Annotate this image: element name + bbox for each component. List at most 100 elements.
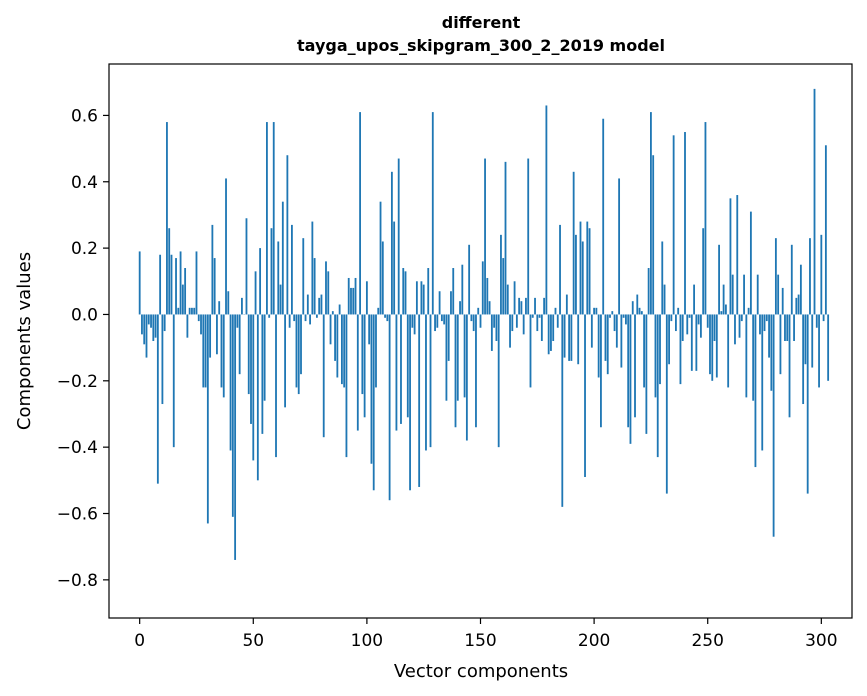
bar-260 bbox=[729, 198, 732, 315]
bar-135 bbox=[445, 314, 448, 401]
bar-235 bbox=[672, 135, 675, 315]
bar-202 bbox=[597, 314, 600, 378]
bar-218 bbox=[634, 314, 636, 418]
bar-254 bbox=[715, 314, 718, 378]
bar-20 bbox=[184, 268, 187, 315]
bar-168 bbox=[520, 301, 523, 315]
bar-0 bbox=[138, 251, 141, 315]
bar-83 bbox=[327, 271, 330, 315]
bar-207 bbox=[609, 314, 611, 318]
bar-60 bbox=[275, 314, 277, 458]
bar-25 bbox=[195, 251, 198, 315]
bar-173 bbox=[531, 314, 534, 318]
bar-37 bbox=[222, 314, 225, 398]
bar-177 bbox=[540, 314, 543, 341]
bar-258 bbox=[724, 304, 727, 315]
bar-303 bbox=[827, 314, 830, 381]
bar-217 bbox=[631, 301, 634, 315]
bar-301 bbox=[822, 314, 825, 322]
bar-161 bbox=[504, 161, 507, 315]
bar-26 bbox=[197, 314, 200, 322]
bar-150 bbox=[479, 314, 482, 328]
bar-64 bbox=[284, 314, 286, 408]
bar-120 bbox=[411, 314, 414, 328]
bar-90 bbox=[343, 314, 346, 388]
bar-3 bbox=[145, 314, 148, 358]
bar-116 bbox=[402, 268, 405, 315]
bar-131 bbox=[436, 314, 439, 328]
bar-19 bbox=[181, 284, 184, 315]
bar-284 bbox=[784, 314, 786, 341]
bar-57 bbox=[268, 314, 271, 318]
bar-99 bbox=[363, 314, 366, 418]
bar-45 bbox=[241, 297, 243, 315]
bar-239 bbox=[681, 314, 684, 341]
bar-267 bbox=[745, 314, 748, 398]
bar-268 bbox=[747, 307, 750, 315]
bar-50 bbox=[252, 314, 255, 461]
bar-174 bbox=[534, 297, 536, 315]
bar-35 bbox=[218, 301, 221, 315]
bar-27 bbox=[200, 314, 202, 335]
bar-109 bbox=[386, 314, 389, 322]
bar-119 bbox=[409, 314, 411, 491]
bar-147 bbox=[472, 314, 475, 332]
bar-128 bbox=[429, 314, 432, 448]
bar-206 bbox=[606, 314, 609, 375]
bar-36 bbox=[220, 314, 223, 388]
bar-271 bbox=[754, 314, 757, 468]
bars-group bbox=[138, 88, 830, 560]
bar-270 bbox=[752, 314, 755, 401]
bar-300 bbox=[820, 234, 823, 315]
bar-74 bbox=[306, 294, 309, 315]
bar-93 bbox=[350, 287, 352, 315]
bar-213 bbox=[622, 314, 625, 318]
bar-78 bbox=[315, 314, 318, 318]
bar-244 bbox=[693, 284, 695, 315]
bar-95 bbox=[354, 277, 357, 315]
bar-75 bbox=[309, 314, 311, 325]
bar-256 bbox=[720, 311, 723, 315]
bar-231 bbox=[663, 284, 666, 315]
bar-123 bbox=[418, 314, 421, 487]
bar-88 bbox=[338, 304, 341, 315]
bar-263 bbox=[736, 195, 739, 315]
bar-70 bbox=[297, 314, 300, 395]
bar-224 bbox=[647, 268, 650, 315]
bar-220 bbox=[638, 307, 641, 315]
bar-175 bbox=[536, 314, 539, 332]
bar-141 bbox=[459, 301, 461, 315]
bar-67 bbox=[291, 224, 293, 315]
y-tick-label: 0.4 bbox=[71, 173, 98, 193]
bar-262 bbox=[734, 314, 736, 345]
bar-151 bbox=[481, 261, 484, 315]
bar-56 bbox=[266, 122, 268, 315]
bar-55 bbox=[263, 314, 266, 401]
bar-122 bbox=[415, 281, 418, 315]
bar-287 bbox=[790, 244, 793, 315]
bar-281 bbox=[777, 274, 780, 315]
bar-192 bbox=[575, 234, 577, 315]
bar-195 bbox=[581, 241, 584, 315]
bar-291 bbox=[799, 264, 802, 315]
bar-149 bbox=[477, 307, 480, 315]
bar-199 bbox=[590, 314, 593, 348]
bar-186 bbox=[561, 314, 564, 507]
bar-222 bbox=[643, 314, 646, 388]
bar-233 bbox=[668, 314, 670, 365]
bar-53 bbox=[259, 248, 262, 315]
bar-4 bbox=[147, 314, 150, 325]
bar-49 bbox=[250, 314, 252, 424]
bar-198 bbox=[588, 228, 591, 315]
bar-146 bbox=[470, 314, 473, 322]
x-tick-label: 300 bbox=[805, 631, 837, 651]
bar-108 bbox=[384, 314, 386, 318]
bar-219 bbox=[636, 294, 639, 315]
bar-194 bbox=[579, 221, 582, 315]
bar-58 bbox=[270, 228, 273, 315]
bar-221 bbox=[640, 311, 643, 315]
bar-142 bbox=[461, 264, 464, 315]
bar-232 bbox=[665, 314, 668, 494]
bar-165 bbox=[513, 281, 516, 315]
bar-163 bbox=[509, 314, 511, 348]
